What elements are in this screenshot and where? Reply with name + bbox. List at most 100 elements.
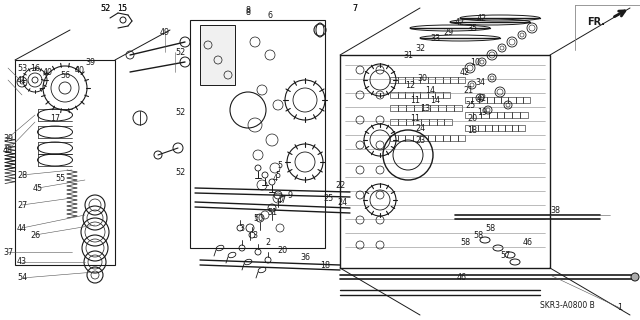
- Text: 25: 25: [323, 194, 333, 203]
- Text: 44: 44: [17, 223, 27, 233]
- Bar: [520, 112, 528, 118]
- Text: 50: 50: [253, 213, 263, 222]
- Text: 46: 46: [523, 237, 533, 246]
- Text: 20: 20: [467, 114, 477, 123]
- Text: 5: 5: [275, 171, 280, 180]
- Bar: [420, 135, 428, 141]
- Text: 58: 58: [460, 237, 470, 246]
- Bar: [436, 119, 444, 125]
- Text: 54: 54: [17, 274, 27, 283]
- Bar: [435, 92, 442, 98]
- Text: 17: 17: [50, 114, 60, 123]
- Bar: [508, 97, 516, 103]
- Text: 47: 47: [277, 196, 287, 204]
- Text: 42: 42: [477, 13, 487, 22]
- Bar: [511, 125, 518, 131]
- Text: 34: 34: [475, 77, 485, 86]
- Bar: [413, 77, 420, 83]
- Bar: [413, 119, 421, 125]
- Text: 8: 8: [246, 5, 250, 14]
- Text: 19: 19: [477, 108, 487, 116]
- Bar: [390, 77, 397, 83]
- Bar: [444, 119, 452, 125]
- Text: 28: 28: [17, 171, 27, 180]
- Text: 30: 30: [417, 74, 427, 83]
- Text: 39: 39: [85, 58, 95, 67]
- Polygon shape: [200, 25, 235, 85]
- Bar: [413, 92, 420, 98]
- Text: 29: 29: [443, 28, 453, 36]
- Bar: [472, 97, 479, 103]
- Bar: [492, 125, 499, 131]
- Bar: [406, 105, 414, 111]
- Bar: [488, 112, 497, 118]
- Text: 40: 40: [75, 66, 85, 75]
- Text: 32: 32: [415, 44, 425, 52]
- Text: 10: 10: [470, 58, 480, 67]
- Text: 9: 9: [287, 190, 292, 199]
- Text: 12: 12: [405, 81, 415, 90]
- Text: 56: 56: [60, 70, 70, 79]
- Bar: [497, 112, 504, 118]
- Text: 7: 7: [353, 4, 358, 12]
- Text: 51: 51: [267, 207, 277, 217]
- Bar: [446, 105, 454, 111]
- Text: 42: 42: [477, 93, 487, 102]
- Text: 37: 37: [3, 247, 13, 257]
- Text: 42: 42: [455, 18, 465, 27]
- Text: 52: 52: [175, 108, 185, 116]
- Text: 58: 58: [485, 223, 495, 233]
- Bar: [458, 135, 465, 141]
- Text: 18: 18: [320, 260, 330, 269]
- Text: 14: 14: [430, 95, 440, 105]
- Bar: [494, 97, 501, 103]
- Text: 15: 15: [117, 4, 127, 12]
- Bar: [428, 77, 435, 83]
- Bar: [442, 92, 450, 98]
- Bar: [486, 97, 494, 103]
- Bar: [428, 92, 435, 98]
- Text: 26: 26: [30, 230, 40, 239]
- Bar: [501, 97, 508, 103]
- Text: 57: 57: [500, 251, 510, 260]
- Text: 23: 23: [415, 135, 425, 145]
- Bar: [397, 135, 405, 141]
- Text: 41: 41: [17, 76, 27, 84]
- Bar: [435, 135, 442, 141]
- Text: 46: 46: [457, 274, 467, 283]
- Bar: [516, 97, 523, 103]
- Text: FR.: FR.: [587, 17, 605, 27]
- Text: 1: 1: [618, 303, 623, 313]
- Bar: [413, 135, 420, 141]
- Bar: [458, 77, 465, 83]
- Bar: [481, 112, 488, 118]
- Text: 6: 6: [268, 11, 273, 20]
- Bar: [405, 135, 413, 141]
- Text: 52: 52: [100, 4, 110, 12]
- Text: 16: 16: [30, 63, 40, 73]
- Text: 14: 14: [425, 85, 435, 94]
- Bar: [420, 77, 428, 83]
- Bar: [499, 125, 505, 131]
- Text: 3: 3: [253, 230, 257, 239]
- Bar: [450, 77, 458, 83]
- Bar: [397, 92, 405, 98]
- Text: 31: 31: [403, 51, 413, 60]
- Bar: [390, 135, 397, 141]
- Text: 15: 15: [117, 4, 127, 12]
- Bar: [505, 125, 511, 131]
- Text: 18: 18: [467, 125, 477, 134]
- Bar: [414, 105, 422, 111]
- Text: 35: 35: [467, 23, 477, 33]
- Bar: [398, 105, 406, 111]
- Text: 24: 24: [337, 197, 347, 206]
- Bar: [473, 112, 481, 118]
- Bar: [465, 97, 472, 103]
- Text: 21: 21: [463, 85, 473, 94]
- Text: 45: 45: [33, 183, 43, 193]
- Text: 24: 24: [415, 124, 425, 132]
- Bar: [430, 105, 438, 111]
- Bar: [397, 119, 406, 125]
- Bar: [450, 135, 458, 141]
- Bar: [406, 119, 413, 125]
